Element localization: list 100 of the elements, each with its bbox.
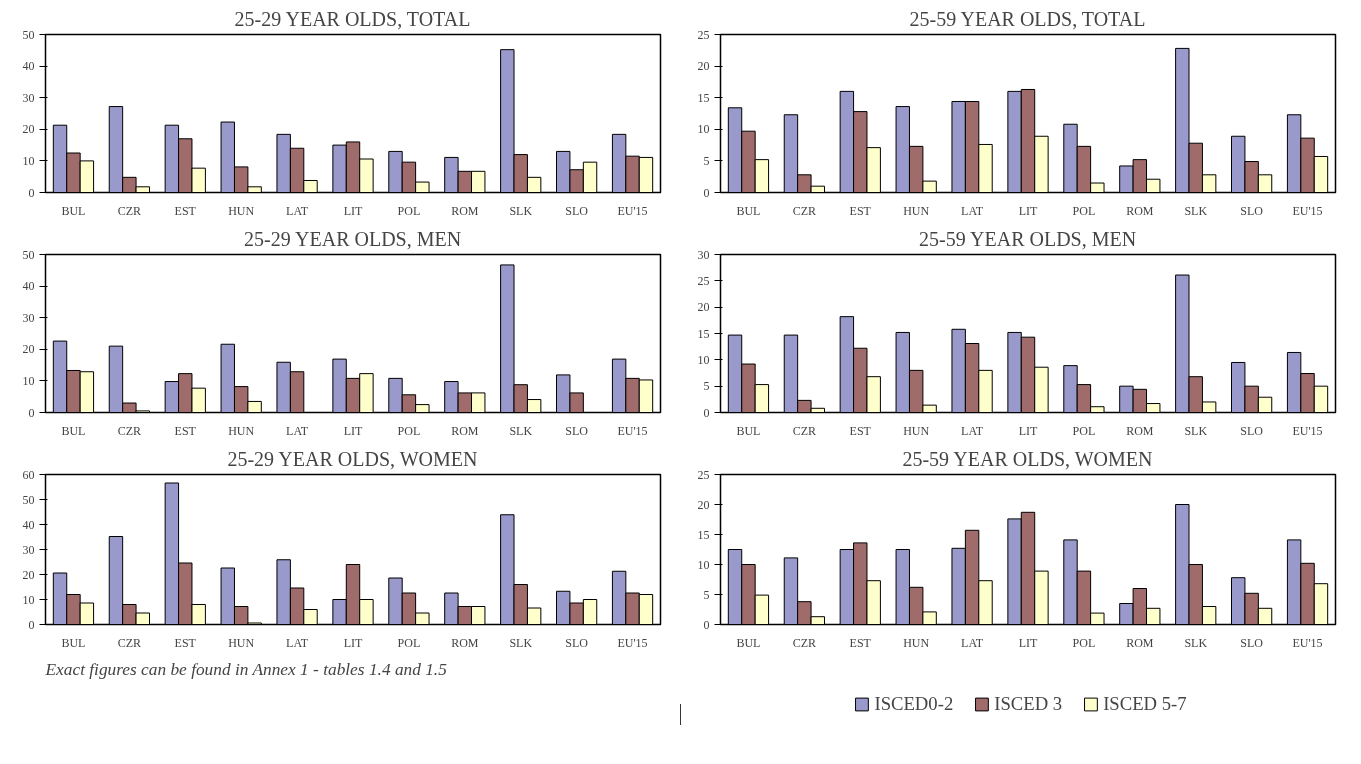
y-tick-label: 15 xyxy=(697,326,710,341)
y-tick-label: 0 xyxy=(28,185,35,200)
y-tick-label: 5 xyxy=(703,587,710,602)
y-tick-label: 25 xyxy=(697,467,710,482)
text: Exact figures can be found in Annex 1 - tables 1.4 and 1.5 xyxy=(44,659,448,679)
x-tick-label: LIT xyxy=(343,635,363,650)
x-tick-label: EST xyxy=(849,635,872,650)
y-tick-label: 50 xyxy=(22,27,35,42)
y-tick-label: 40 xyxy=(22,279,35,294)
y-tick-label: 10 xyxy=(22,153,35,168)
x-tick-label: EST xyxy=(174,203,197,218)
chart-title: 25-59 YEAR OLDS, WOMEN xyxy=(902,447,1153,470)
y-tick-label: 0 xyxy=(28,617,35,632)
x-tick-label: LAT xyxy=(961,635,984,650)
y-tick-label: 30 xyxy=(697,247,710,262)
y-tick-label: 40 xyxy=(22,59,35,74)
x-tick-label: SLO xyxy=(1240,635,1264,650)
y-tick-label: 25 xyxy=(697,273,710,288)
x-tick-label: EU'15 xyxy=(1292,203,1323,218)
x-tick-label: SLK xyxy=(1184,635,1208,650)
x-tick-label: SLO xyxy=(1240,203,1264,218)
x-tick-label: ROM xyxy=(1126,203,1154,218)
x-tick-label: POL xyxy=(1072,635,1096,650)
x-tick-label: EU'15 xyxy=(617,635,648,650)
chart-title: 25-29 YEAR OLDS, MEN xyxy=(244,227,462,250)
x-tick-label: BUL xyxy=(736,203,761,218)
x-tick-label: EST xyxy=(174,423,197,438)
x-tick-label: CZR xyxy=(792,635,817,650)
y-tick-label: 15 xyxy=(697,90,710,105)
x-tick-label: LAT xyxy=(286,203,309,218)
x-tick-label: ROM xyxy=(451,203,479,218)
x-tick-label: LIT xyxy=(1018,635,1038,650)
legend-label: ISCED 3 xyxy=(994,693,1063,715)
x-tick-label: EST xyxy=(849,423,872,438)
y-tick-label: 0 xyxy=(703,405,710,420)
chart-title: 25-59 YEAR OLDS, MEN xyxy=(919,227,1137,250)
x-tick-label: POL xyxy=(397,423,421,438)
y-tick-label: 20 xyxy=(697,497,710,512)
x-tick-label: ROM xyxy=(1126,423,1154,438)
y-tick-label: 20 xyxy=(697,59,710,74)
y-tick-label: 50 xyxy=(22,247,35,262)
x-tick-label: LIT xyxy=(343,203,363,218)
x-tick-label: CZR xyxy=(117,423,142,438)
x-tick-label: SLK xyxy=(509,203,533,218)
x-tick-label: POL xyxy=(1072,423,1096,438)
x-tick-label: HUN xyxy=(228,635,255,650)
chart-title: 25-59 YEAR OLDS, TOTAL xyxy=(909,7,1146,30)
x-tick-label: BUL xyxy=(61,635,86,650)
y-tick-label: 30 xyxy=(22,90,35,105)
x-tick-label: LAT xyxy=(286,423,309,438)
x-tick-label: BUL xyxy=(61,423,86,438)
y-tick-label: 0 xyxy=(703,185,710,200)
x-tick-label: CZR xyxy=(117,203,142,218)
x-tick-label: BUL xyxy=(736,423,761,438)
legend-label: ISCED 5-7 xyxy=(1103,693,1187,715)
x-tick-label: CZR xyxy=(117,635,142,650)
y-tick-label: 50 xyxy=(22,492,35,507)
x-tick-label: ROM xyxy=(1126,635,1154,650)
x-tick-label: LIT xyxy=(1018,203,1038,218)
x-tick-label: HUN xyxy=(903,203,930,218)
x-tick-label: BUL xyxy=(736,635,761,650)
y-tick-label: 10 xyxy=(22,592,35,607)
chart-title: 25-29 YEAR OLDS, WOMEN xyxy=(227,447,478,470)
y-tick-label: 30 xyxy=(22,542,35,557)
x-tick-label: ROM xyxy=(451,423,479,438)
y-tick-label: 20 xyxy=(697,300,710,315)
y-tick-label: 0 xyxy=(28,405,35,420)
y-tick-label: 5 xyxy=(703,153,710,168)
y-tick-label: 20 xyxy=(22,567,35,582)
x-tick-label: POL xyxy=(397,635,421,650)
y-tick-label: 60 xyxy=(22,467,35,482)
x-tick-label: ROM xyxy=(451,635,479,650)
x-tick-label: POL xyxy=(1072,203,1096,218)
y-tick-label: 10 xyxy=(697,557,710,572)
chart-title: 25-29 YEAR OLDS, TOTAL xyxy=(234,7,471,30)
x-tick-label: LAT xyxy=(961,423,984,438)
x-tick-label: HUN xyxy=(228,203,255,218)
y-tick-label: 40 xyxy=(22,517,35,532)
x-tick-label: EU'15 xyxy=(1292,635,1323,650)
x-tick-label: EU'15 xyxy=(1292,423,1323,438)
y-tick-label: 30 xyxy=(22,310,35,325)
y-tick-label: 5 xyxy=(703,379,710,394)
x-tick-label: SLK xyxy=(509,423,533,438)
x-tick-label: EST xyxy=(174,635,197,650)
x-tick-label: CZR xyxy=(792,423,817,438)
y-tick-label: 10 xyxy=(697,352,710,367)
x-tick-label: SLK xyxy=(509,635,533,650)
legend-label: ISCED0-2 xyxy=(874,693,954,715)
x-tick-label: LAT xyxy=(961,203,984,218)
x-tick-label: CZR xyxy=(792,203,817,218)
y-tick-label: 10 xyxy=(22,373,35,388)
x-tick-label: LIT xyxy=(343,423,363,438)
y-tick-label: 20 xyxy=(22,122,35,137)
x-tick-label: LAT xyxy=(286,635,309,650)
x-tick-label: SLK xyxy=(1184,423,1208,438)
x-tick-label: SLO xyxy=(565,423,589,438)
x-tick-label: EU'15 xyxy=(617,423,648,438)
x-tick-label: SLO xyxy=(565,635,589,650)
x-tick-label: EST xyxy=(849,203,872,218)
x-tick-label: SLO xyxy=(565,203,589,218)
